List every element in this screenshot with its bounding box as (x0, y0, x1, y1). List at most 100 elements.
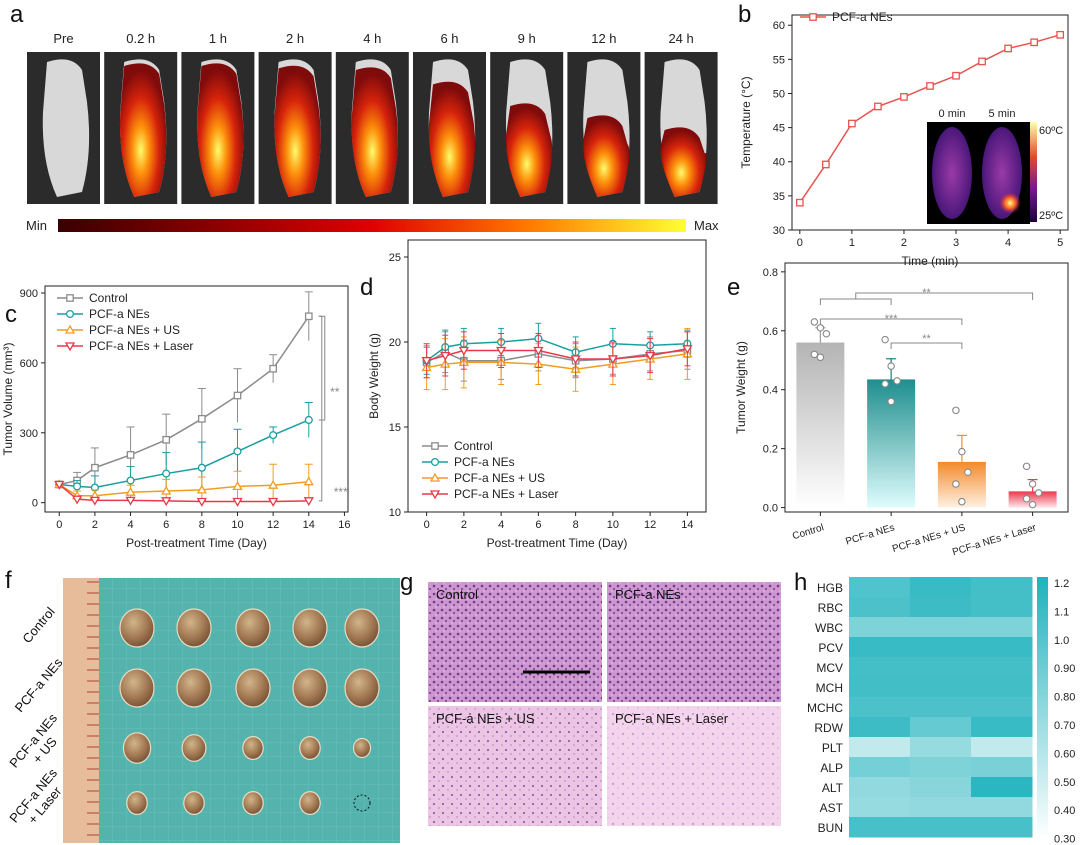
d-x-tick-label-7: 14 (681, 519, 693, 531)
f-tumor-1-0 (119, 668, 155, 708)
e-dot-3-3 (1022, 494, 1031, 503)
h-cell-6-0 (849, 697, 911, 718)
e-dot-3-4 (1028, 500, 1037, 509)
c-legend-label-2: PCF-a NEs + US (89, 323, 180, 337)
c-y-label: Tumor Volume (mm³) (1, 343, 15, 456)
mouse-image-6 (505, 59, 553, 198)
mouse-image-3 (274, 59, 321, 198)
h-cell-2-0 (849, 617, 911, 638)
b-point-0 (795, 198, 804, 207)
h-cell-3-0 (849, 637, 911, 658)
h-cell-12-0 (849, 817, 911, 838)
b-point-9 (1030, 38, 1039, 47)
panel-letter-a: a (10, 1, 24, 28)
e-y-tick-label-0: 0.0 (763, 503, 778, 515)
h-colorbar-tick-2: 1.0 (1054, 635, 1069, 647)
c-annotation-0: ** (330, 385, 340, 399)
f-tumor-1-2 (235, 668, 271, 708)
c-point-1-5 (197, 463, 206, 472)
c-y-tick-label-2: 600 (20, 358, 38, 370)
mouse-image-2 (197, 59, 244, 198)
c-point-2-5 (196, 484, 207, 494)
c-point-1-1 (73, 482, 82, 491)
c-point-3-7 (268, 497, 279, 507)
colorbar-min-label: Min (26, 218, 47, 233)
fluorescence-signal-3 (274, 65, 321, 197)
c-point-2-7 (268, 479, 279, 489)
time-label-4: 4 h (363, 31, 381, 46)
c-point-1-7 (269, 431, 278, 440)
c-y-tick-label-3: 900 (20, 288, 38, 300)
e-dot-1-1 (887, 362, 895, 370)
c-x-tick-label-6: 12 (267, 519, 279, 531)
b-inset-label-0: 0 min (939, 108, 966, 120)
h-cell-2-1 (910, 617, 972, 638)
h-colorbar-tick-9: 0.30 (1054, 834, 1075, 845)
mouse-body-0 (42, 59, 90, 198)
c-point-2-3 (125, 486, 136, 496)
h-row-label-5: MCH (816, 681, 843, 695)
h-cell-4-2 (971, 657, 1033, 678)
c-point-3-5 (196, 497, 207, 507)
e-dot-1-0 (881, 335, 889, 344)
f-tumor-1-1 (176, 668, 212, 708)
e-x-tick-label-1: PCF-a NEs (844, 522, 896, 547)
b-y-tick-label-6: 60 (773, 20, 785, 32)
c-point-0-6 (233, 391, 242, 400)
panel-letter-f: f (5, 567, 12, 594)
d-legend-label-1: PCF-a NEs (454, 455, 515, 469)
time-label-3: 2 h (286, 31, 304, 46)
d-y-label: Body Weight (g) (367, 333, 381, 419)
panel-letter-d: d (360, 274, 373, 301)
b-x-tick-label-4: 4 (1005, 237, 1011, 249)
h-cell-2-2 (971, 617, 1033, 638)
b-y-label: Temperature (°C) (739, 76, 753, 168)
c-point-2-4 (161, 485, 172, 495)
d-x-tick-label-3: 6 (535, 519, 541, 531)
colorbar-gradient (58, 219, 686, 232)
h-row-label-8: PLT (822, 741, 844, 755)
time-label-6: 9 h (518, 31, 536, 46)
e-annotation-2: ** (922, 333, 931, 345)
mouse-image-4 (351, 59, 398, 198)
c-legend-label-0: Control (89, 291, 128, 305)
time-label-5: 6 h (440, 31, 458, 46)
panel-letter-h: h (794, 569, 807, 596)
e-dot-2-3 (952, 480, 960, 488)
d-x-tick-label-1: 2 (461, 519, 467, 531)
h-row-label-12: BUN (818, 821, 843, 835)
e-dot-2-0 (952, 406, 960, 415)
g-histology-tile-3 (607, 706, 781, 826)
c-bracket-1 (318, 315, 323, 502)
h-row-label-0: HGB (817, 581, 843, 595)
e-dot-2-2 (964, 468, 972, 476)
h-cell-4-0 (849, 657, 911, 678)
f-tumor-3-3 (299, 790, 321, 815)
b-y-tick-label-3: 45 (773, 123, 785, 135)
e-y-tick-label-1: 0.2 (763, 444, 778, 456)
d-x-tick-label-5: 10 (607, 519, 619, 531)
d-point-3-8 (682, 345, 693, 355)
g-tile-label-0: Control (436, 587, 478, 602)
f-tumor-1-4 (344, 668, 380, 708)
h-row-label-9: ALP (820, 761, 843, 775)
d-x-tick-label-4: 8 (573, 519, 579, 531)
b-frame (791, 14, 1069, 231)
fluorescence-signal-7 (583, 115, 630, 197)
b-point-10 (1056, 30, 1065, 39)
h-cell-11-2 (971, 797, 1033, 818)
c-x-tick-label-1: 2 (92, 519, 98, 531)
d-legend-label-3: PCF-a NEs + Laser (454, 487, 558, 501)
c-x-tick-label-3: 6 (163, 519, 169, 531)
e-bracket-nes-us (890, 342, 963, 349)
h-cell-0-0 (849, 577, 911, 598)
c-point-0-8 (304, 312, 313, 321)
c-point-1-4 (162, 469, 171, 478)
h-colorbar-tick-0: 1.2 (1054, 578, 1069, 590)
h-colorbar-tick-7: 0.50 (1054, 777, 1075, 789)
h-colorbar-tick-1: 1.1 (1054, 606, 1069, 618)
f-row-label-line: PCF-a NEs (12, 655, 66, 715)
e-dot-1-3 (881, 380, 889, 388)
e-dot-3-0 (1022, 462, 1031, 471)
